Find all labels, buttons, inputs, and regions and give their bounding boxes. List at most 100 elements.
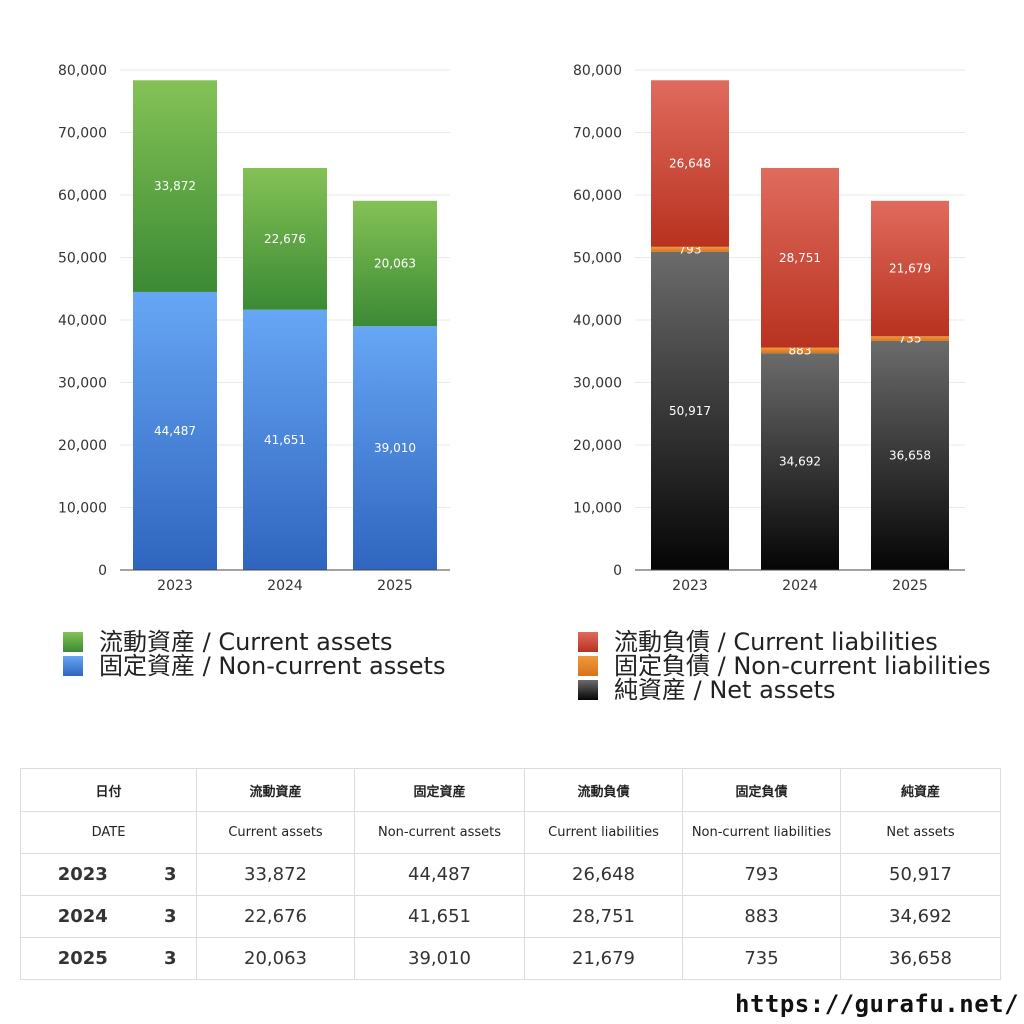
bar-segment bbox=[651, 246, 729, 252]
cell-current-liabilities: 28,751 bbox=[524, 895, 684, 938]
cell-current-assets: 20,063 bbox=[196, 937, 356, 980]
cell-net-assets: 50,917 bbox=[840, 853, 1002, 896]
bar-segment bbox=[871, 200, 949, 337]
bar-segment bbox=[761, 353, 839, 570]
x-tick-label: 2024 bbox=[267, 578, 303, 594]
header-net-assets-en: Net assets bbox=[840, 811, 1002, 854]
row-month: 3 bbox=[144, 895, 198, 938]
cell-current-assets: 22,676 bbox=[196, 895, 356, 938]
header-non-current-assets-en: Non-current assets bbox=[354, 811, 526, 854]
legend-label: 流動負債 / Current liabilities bbox=[614, 628, 938, 656]
cell-non-current-assets: 39,010 bbox=[354, 937, 526, 980]
y-tick-label: 80,000 bbox=[58, 63, 107, 79]
bar-segment bbox=[651, 251, 729, 571]
legend-item-current-assets: 流動資産 / Current assets bbox=[63, 630, 445, 654]
bar-segment bbox=[761, 347, 839, 354]
header-current-liabilities-jp: 流動負債 bbox=[524, 768, 684, 812]
header-current-liabilities-en: Current liabilities bbox=[524, 811, 684, 854]
cell-non-current-assets: 44,487 bbox=[354, 853, 526, 896]
y-tick-label: 40,000 bbox=[58, 313, 107, 329]
table-row: 2023 3 33,872 44,487 26,648 793 50,917 bbox=[20, 853, 1002, 896]
y-tick-label: 80,000 bbox=[573, 63, 622, 79]
cell-current-assets: 33,872 bbox=[196, 853, 356, 896]
y-tick-label: 50,000 bbox=[573, 251, 622, 267]
table-header-row-en: DATE Current assets Non-current assets C… bbox=[19, 811, 1002, 854]
data-label: 50,917 bbox=[669, 404, 711, 418]
header-date-jp: 日付 bbox=[19, 768, 198, 812]
header-current-assets-en: Current assets bbox=[196, 811, 356, 854]
y-tick-label: 10,000 bbox=[573, 501, 622, 517]
legend-label: 固定負債 / Non-current liabilities bbox=[614, 652, 991, 680]
x-tick-label: 2023 bbox=[157, 578, 193, 594]
site-url[interactable]: https://gurafu.net/ bbox=[735, 990, 1020, 1018]
header-non-current-assets-jp: 固定資産 bbox=[354, 768, 526, 812]
legend-swatch bbox=[578, 632, 598, 652]
header-non-current-liabilities-en: Non-current liabilities bbox=[682, 811, 842, 854]
bar-segment bbox=[761, 167, 839, 348]
header-date-en: DATE bbox=[19, 811, 198, 854]
data-label: 36,658 bbox=[889, 448, 931, 462]
data-label: 22,676 bbox=[264, 232, 306, 246]
legend-label: 純資産 / Net assets bbox=[614, 676, 836, 704]
liabilities-legend: 流動負債 / Current liabilities 固定負債 / Non-cu… bbox=[578, 630, 991, 702]
row-year: 2025 bbox=[20, 937, 145, 980]
data-label: 33,872 bbox=[154, 179, 196, 193]
header-net-assets-jp: 純資産 bbox=[840, 768, 1002, 812]
y-tick-label: 20,000 bbox=[573, 438, 622, 454]
y-tick-label: 0 bbox=[98, 563, 107, 579]
x-tick-label: 2025 bbox=[377, 578, 413, 594]
legend-swatch bbox=[578, 680, 598, 700]
cell-non-current-liabilities: 883 bbox=[682, 895, 842, 938]
cell-net-assets: 36,658 bbox=[840, 937, 1002, 980]
y-tick-label: 60,000 bbox=[573, 188, 622, 204]
cell-non-current-liabilities: 735 bbox=[682, 937, 842, 980]
header-non-current-liabilities-jp: 固定負債 bbox=[682, 768, 842, 812]
y-tick-label: 0 bbox=[613, 563, 622, 579]
legend-item-current-liabilities: 流動負債 / Current liabilities bbox=[578, 630, 991, 654]
legend-label: 固定資産 / Non-current assets bbox=[99, 652, 446, 680]
bar-segment bbox=[133, 80, 217, 292]
data-label: 28,751 bbox=[779, 251, 821, 265]
row-month: 3 bbox=[144, 937, 198, 980]
row-month: 3 bbox=[144, 853, 198, 896]
y-tick-label: 50,000 bbox=[58, 251, 107, 267]
y-tick-label: 30,000 bbox=[573, 376, 622, 392]
y-tick-label: 70,000 bbox=[573, 126, 622, 142]
table-row: 2025 3 20,063 39,010 21,679 735 36,658 bbox=[20, 937, 1002, 980]
assets-legend: 流動資産 / Current assets 固定資産 / Non-current… bbox=[63, 630, 445, 678]
y-tick-label: 70,000 bbox=[58, 126, 107, 142]
assets-chart: 0 10,000 20,000 30,000 40,000 50,000 60,000 70,… bbox=[58, 63, 450, 594]
legend-item-non-current-assets: 固定資産 / Non-current assets bbox=[63, 654, 445, 678]
legend-item-net-assets: 純資産 / Net assets bbox=[578, 678, 991, 702]
data-label: 20,063 bbox=[374, 256, 416, 270]
cell-current-liabilities: 26,648 bbox=[524, 853, 684, 896]
liabilities-chart: 0 10,000 20,000 30,000 40,000 50,000 60,000 70,… bbox=[573, 63, 965, 594]
table-header-row-jp: 日付 流動資産 固定資産 流動負債 固定負債 純資産 bbox=[19, 768, 1002, 812]
data-label: 44,487 bbox=[154, 424, 196, 438]
y-tick-label: 30,000 bbox=[58, 376, 107, 392]
row-year: 2024 bbox=[20, 895, 145, 938]
bar-segment bbox=[243, 167, 327, 310]
cell-non-current-assets: 41,651 bbox=[354, 895, 526, 938]
legend-swatch bbox=[63, 632, 83, 652]
x-tick-label: 2025 bbox=[892, 578, 928, 594]
bar-segment bbox=[871, 340, 949, 570]
y-tick-label: 20,000 bbox=[58, 438, 107, 454]
financial-data-table: 日付 流動資産 固定資産 流動負債 固定負債 純資産 DATE Current … bbox=[19, 768, 1002, 980]
y-tick-label: 40,000 bbox=[573, 313, 622, 329]
bar-segment bbox=[353, 200, 437, 327]
y-tick-label: 10,000 bbox=[58, 501, 107, 517]
data-label: 41,651 bbox=[264, 433, 306, 447]
bar-segment bbox=[651, 80, 729, 247]
legend-item-non-current-liabilities: 固定負債 / Non-current liabilities bbox=[578, 654, 991, 678]
y-tick-label: 60,000 bbox=[58, 188, 107, 204]
data-label: 26,648 bbox=[669, 157, 711, 171]
bar-segment bbox=[871, 336, 949, 341]
cell-current-liabilities: 21,679 bbox=[524, 937, 684, 980]
legend-swatch bbox=[63, 656, 83, 676]
data-label: 21,679 bbox=[889, 262, 931, 276]
data-label: 34,692 bbox=[779, 455, 821, 469]
x-tick-label: 2023 bbox=[672, 578, 708, 594]
x-tick-label: 2024 bbox=[782, 578, 818, 594]
row-year: 2023 bbox=[20, 853, 145, 896]
